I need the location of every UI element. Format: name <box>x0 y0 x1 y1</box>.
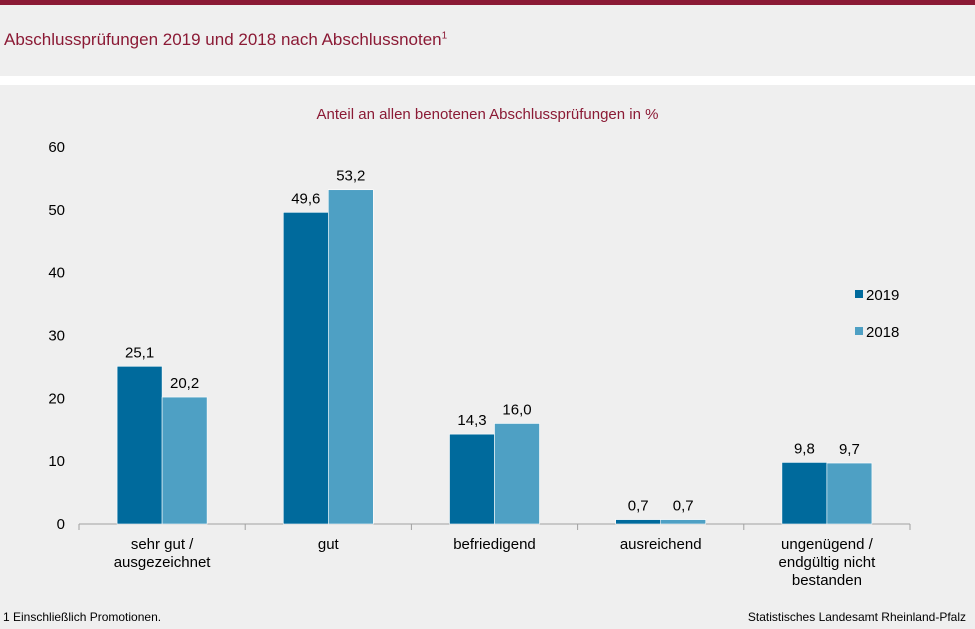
bar-chart: 0 10 20 30 40 50 60 sehr gut / ausgezeichnet gut… <box>0 85 975 605</box>
category-label: gut <box>318 536 340 553</box>
top-accent-rule <box>0 0 975 5</box>
bar-2019 <box>282 212 329 525</box>
y-tick-label: 20 <box>48 390 65 407</box>
bar-2018 <box>161 396 208 525</box>
data-label: 14,3 <box>457 412 486 429</box>
data-label: 16,0 <box>502 401 531 418</box>
legend-label: 2019 <box>866 287 899 304</box>
legend-swatch-2018 <box>855 327 863 335</box>
y-tick-label: 50 <box>48 202 65 219</box>
y-tick-label: 60 <box>48 139 65 156</box>
category-label: ausreichend <box>620 536 702 553</box>
bar-2019 <box>615 519 662 525</box>
y-tick-label: 30 <box>48 328 65 345</box>
category-label-line: gut <box>318 536 340 553</box>
category-label-line: sehr gut / <box>131 536 194 553</box>
category-label: befriedigend <box>453 536 536 553</box>
y-tick-label: 10 <box>48 453 65 470</box>
category-label: sehr gut / ausgezeichnet <box>114 536 212 571</box>
legend-label: 2018 <box>866 324 899 341</box>
source-credit: Statistisches Landesamt Rheinland-Pfalz <box>747 610 966 624</box>
category-label-line: endgültig nicht <box>779 554 877 571</box>
data-label: 0,7 <box>628 498 649 515</box>
category-label-line: befriedigend <box>453 536 536 553</box>
category-label-line: bestanden <box>792 572 862 589</box>
data-label: 25,1 <box>125 344 154 361</box>
bar-2019 <box>781 462 828 525</box>
bar-2019 <box>116 365 163 525</box>
legend-swatch-2019 <box>855 290 863 298</box>
bar-2018 <box>826 462 873 525</box>
bars: 25,1 20,2 49,6 53,2 14,3 16,0 0,7 0,7 9,8 9,7 <box>116 168 873 525</box>
data-label: 49,6 <box>291 190 320 207</box>
category-label: ungenügend / endgültig nicht bestanden <box>779 536 877 589</box>
legend: 2019 2018 <box>855 287 899 341</box>
header-separator <box>0 76 975 85</box>
bar-2018 <box>660 519 707 525</box>
data-label: 9,8 <box>794 440 815 457</box>
y-axis: 0 10 20 30 40 50 60 <box>48 139 65 533</box>
y-tick-label: 40 <box>48 265 65 282</box>
bar-2018 <box>494 423 540 525</box>
data-label: 9,7 <box>839 441 860 458</box>
category-label-line: ausreichend <box>620 536 702 553</box>
data-label: 0,7 <box>673 498 694 515</box>
data-label: 53,2 <box>336 168 365 185</box>
footnote: 1 Einschließlich Promotionen. <box>3 610 162 624</box>
category-label-line: ausgezeichnet <box>114 554 212 571</box>
bar-2018 <box>327 189 374 525</box>
category-label-line: ungenügend / <box>781 536 874 553</box>
title-footnote-mark: 1 <box>441 30 448 42</box>
page-title: Abschlussprüfungen 2019 und 2018 nach Ab… <box>4 30 448 49</box>
chart-subtitle: Anteil an allen benotenen Abschlussprüfu… <box>316 106 659 123</box>
data-label: 20,2 <box>170 375 199 392</box>
y-tick-label: 0 <box>57 516 65 533</box>
bar-2019 <box>449 433 495 525</box>
